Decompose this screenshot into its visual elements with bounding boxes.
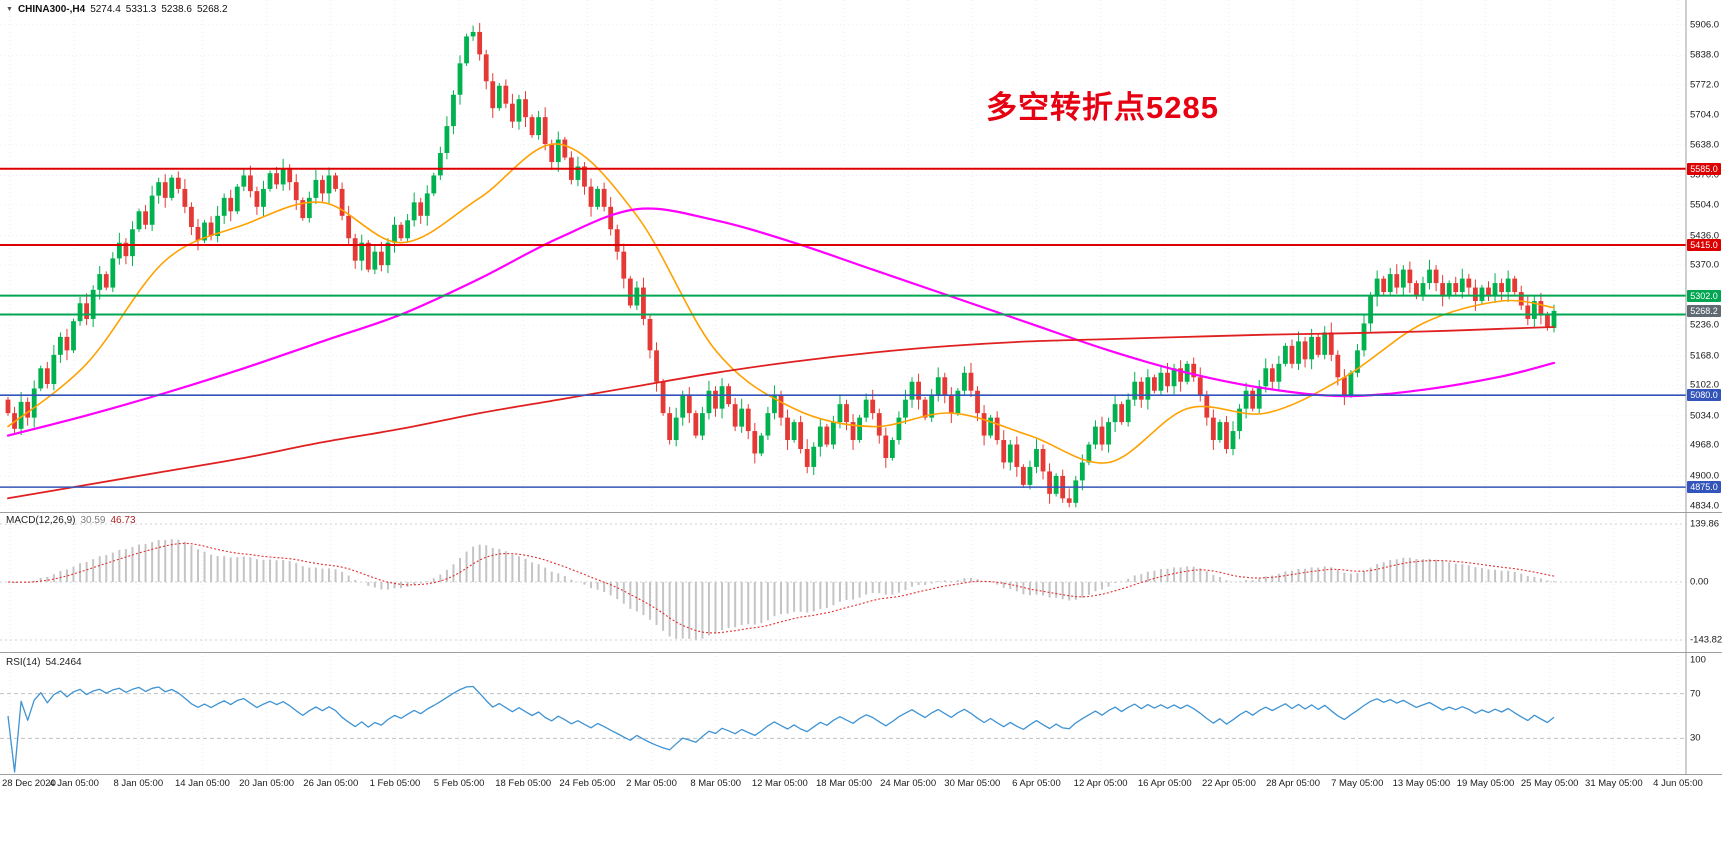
time-axis-label: 4 Jan 05:00 [49,778,99,789]
ohlc-open: 5274.4 [90,4,121,15]
macd-axis-tick: 139.86 [1690,518,1720,530]
macd-axis-tick: -143.82 [1690,634,1722,646]
time-axis-label: 8 Jan 05:00 [113,778,164,789]
time-axis-label: 18 Mar 05:00 [816,778,872,789]
price-axis-tick: 5236.0 [1690,319,1720,331]
price-axis-tick: 5102.0 [1690,379,1720,391]
panel-separators [0,0,1722,775]
time-axis-label: 6 Apr 05:00 [1012,778,1061,789]
price-axis-tick: 5034.0 [1690,410,1720,422]
price-axis-tick: 5906.0 [1690,19,1720,31]
time-axis-label: 24 Mar 05:00 [880,778,937,789]
time-axis-label: 13 May 05:00 [1392,778,1451,789]
time-axis-label: 20 Jan 05:00 [239,778,295,789]
price-level-badge: 5302.0 [1687,289,1721,302]
time-axis-label: 12 Mar 05:00 [751,778,808,789]
macd-signal-line [7,542,1555,634]
price-axis-tick: 5504.0 [1690,199,1720,211]
ohlc-close: 5268.2 [196,4,228,15]
price-axis-tick: 5638.0 [1690,139,1720,151]
time-axis-label: 22 Apr 05:00 [1201,778,1256,789]
macd-signal-value: 46.73 [110,515,136,526]
ma-lines-group [6,143,1556,500]
time-axis-label: 19 May 05:00 [1456,778,1515,789]
price-axis-tick: 5168.0 [1690,350,1720,362]
current-price-badge: 5268.2 [1687,304,1721,317]
time-axis-label: 30 Mar 05:00 [944,778,1001,789]
rsi-line [7,685,1555,773]
symbol-name: CHINA300-,H4 [17,4,86,15]
price-axis-tick: 4834.0 [1690,500,1720,511]
price-level-badge: 5080.0 [1687,389,1721,402]
time-axis-label: 8 Mar 05:00 [690,778,742,789]
macd-title: MACD(12,26,9) [6,515,76,526]
price-axis-tick: 5570.0 [1690,169,1720,181]
rsi-axis-tick: 100 [1690,654,1706,666]
ohlc-low: 5238.6 [161,4,192,15]
time-axis-label: 16 Apr 05:00 [1137,778,1192,789]
rsi-group [0,685,1686,773]
time-axis-label: 18 Feb 05:00 [495,778,552,789]
ma-mid-magenta [6,207,1556,437]
rsi-indicator-label: RSI(14) 54.2464 [6,657,82,668]
price-level-badge: 5585.0 [1687,162,1721,175]
price-axis-tick: 5436.0 [1690,230,1720,242]
time-axis-label: 2 Mar 05:00 [626,778,677,789]
price-level-badge: 5415.0 [1687,238,1721,251]
candles-group [5,22,1557,508]
level-lines-group [0,167,1686,488]
rsi-title: RSI(14) [6,657,41,668]
time-axis-label: 31 May 05:00 [1585,778,1643,789]
time-axis-label: 5 Feb 05:00 [433,778,485,789]
rsi-axis-tick: 70 [1690,688,1701,700]
time-axis-label: 12 Apr 05:00 [1073,778,1128,789]
rsi-axis-tick: 30 [1690,732,1701,744]
price-axis-tick: 5838.0 [1690,49,1720,61]
symbol-ohlc-bar: ▼ CHINA300-,H4 5274.4 5331.3 5238.6 5268… [6,4,228,15]
price-axis-tick: 5772.0 [1690,79,1720,91]
time-axis-label: 1 Feb 05:00 [369,778,421,789]
price-level-badge: 4875.0 [1687,481,1721,494]
time-axis-label: 24 Feb 05:00 [559,778,616,789]
chart-annotation[interactable]: 多空转折点5285 [986,90,1219,125]
time-axis-label: 28 Apr 05:00 [1266,778,1321,789]
time-axis-label: 7 May 05:00 [1331,778,1384,789]
price-axis-tick: 4900.0 [1690,470,1720,482]
rsi-value: 54.2464 [45,657,82,668]
macd-main-value: 30.59 [80,515,106,526]
time-axis-label: 28 Dec 2020 [2,778,56,789]
price-axis-tick: 5370.0 [1690,259,1720,271]
time-axis-label: 4 Jun 05:00 [1653,778,1703,789]
price-axis-tick: 4968.0 [1690,439,1720,451]
time-axis-label: 14 Jan 05:00 [174,778,230,789]
price-axis-tick: 5704.0 [1690,109,1720,121]
macd-group [0,523,1686,641]
ma-fast-orange [7,143,1555,464]
time-axis-label: 26 Jan 05:00 [303,778,359,789]
collapse-icon[interactable]: ▼ [6,6,13,13]
macd-axis-tick: 0.00 [1690,576,1709,588]
ohlc-high: 5331.3 [125,4,157,15]
grid-lines [0,0,1686,774]
macd-indicator-label: MACD(12,26,9) 30.59 46.73 [6,515,136,526]
ma-slow-red [7,326,1555,500]
time-axis-label: 25 May 05:00 [1520,778,1579,789]
